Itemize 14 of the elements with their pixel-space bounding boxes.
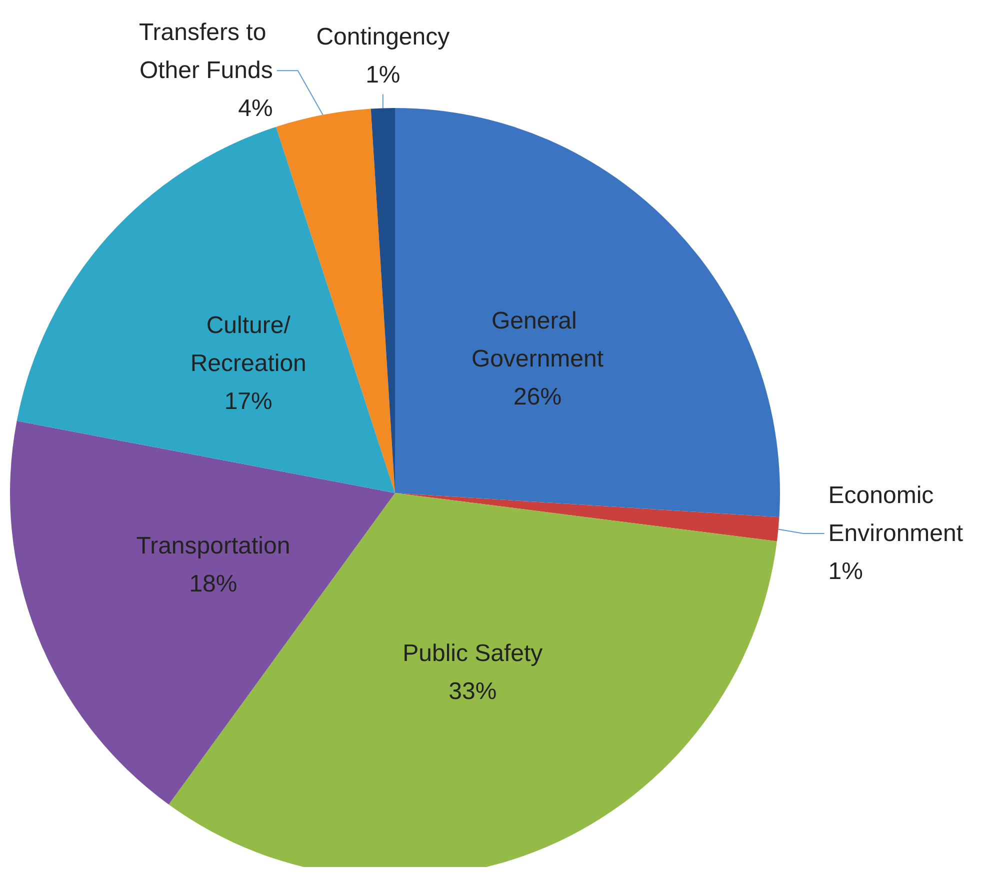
slice-label: Transportation: [136, 532, 290, 560]
data-label: 26%: [513, 384, 562, 411]
slice-label: Contingency: [316, 24, 450, 51]
data-label: 1%: [828, 558, 863, 585]
slice-label: General Government: [471, 308, 604, 373]
slice-label: Economic Environment: [828, 482, 964, 547]
data-label: 33%: [448, 678, 497, 705]
slice-label: Culture/Recreation: [190, 312, 306, 378]
data-label: 17%: [224, 388, 272, 416]
slice-label: Transfers to Other Funds: [139, 19, 273, 84]
data-label: 1%: [366, 62, 400, 89]
slice-label: Public Safety: [402, 640, 543, 667]
data-label: 18%: [189, 570, 238, 598]
data-label: 4%: [238, 95, 273, 122]
